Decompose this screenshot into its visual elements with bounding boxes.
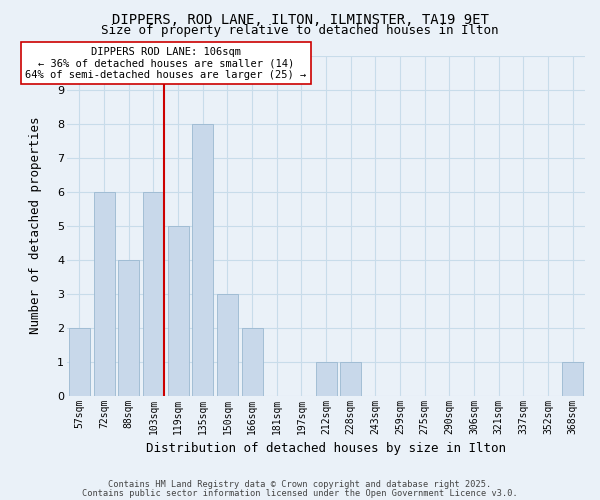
Text: Contains public sector information licensed under the Open Government Licence v3: Contains public sector information licen… — [82, 488, 518, 498]
Bar — [562, 362, 583, 396]
Bar — [69, 328, 90, 396]
Text: Size of property relative to detached houses in Ilton: Size of property relative to detached ho… — [101, 24, 499, 37]
Bar — [167, 226, 188, 396]
Bar — [242, 328, 263, 396]
Bar — [316, 362, 337, 396]
Y-axis label: Number of detached properties: Number of detached properties — [29, 117, 42, 334]
Bar — [340, 362, 361, 396]
Bar — [217, 294, 238, 396]
Text: DIPPERS, ROD LANE, ILTON, ILMINSTER, TA19 9ET: DIPPERS, ROD LANE, ILTON, ILMINSTER, TA1… — [112, 12, 488, 26]
Text: DIPPERS ROD LANE: 106sqm
← 36% of detached houses are smaller (14)
64% of semi-d: DIPPERS ROD LANE: 106sqm ← 36% of detach… — [25, 46, 307, 80]
Text: Contains HM Land Registry data © Crown copyright and database right 2025.: Contains HM Land Registry data © Crown c… — [109, 480, 491, 489]
Bar — [192, 124, 213, 396]
X-axis label: Distribution of detached houses by size in Ilton: Distribution of detached houses by size … — [146, 442, 506, 455]
Bar — [143, 192, 164, 396]
Bar — [118, 260, 139, 396]
Bar — [94, 192, 115, 396]
